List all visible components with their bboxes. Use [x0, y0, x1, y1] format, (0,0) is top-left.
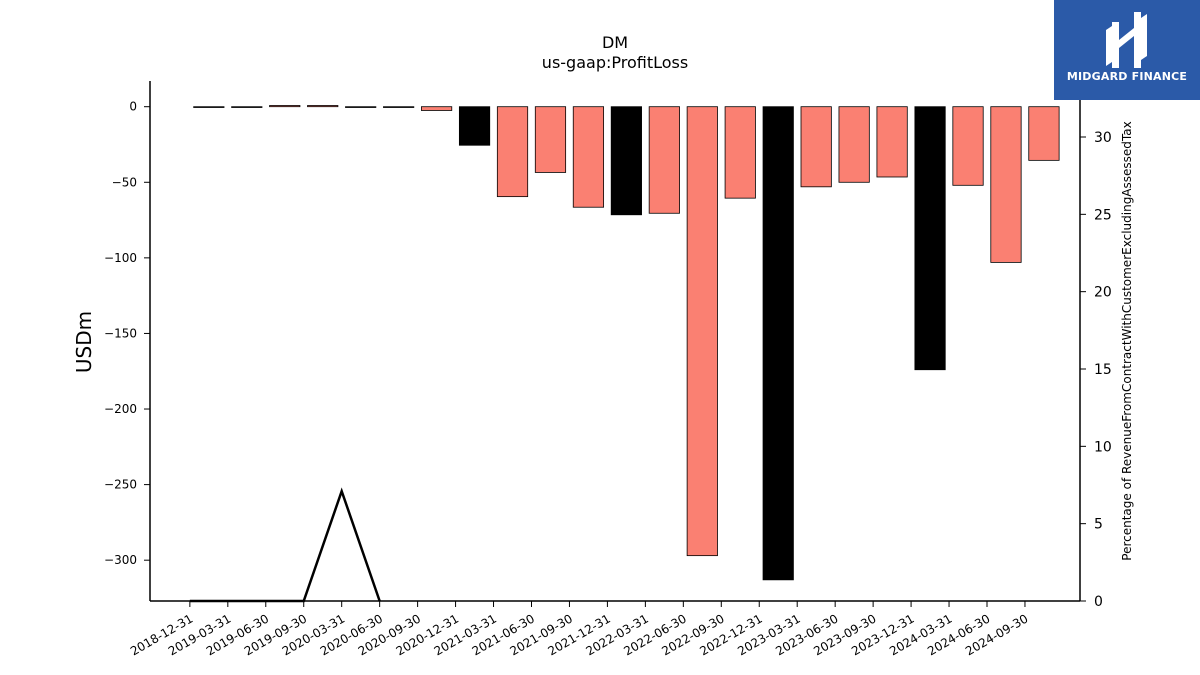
y-tick-label: 0	[129, 100, 137, 114]
y-axis-label: USDm	[72, 311, 96, 373]
y2-tick-label: 15	[1094, 362, 1112, 378]
bar-2021-03-31	[496, 106, 529, 198]
y-tick-label: −200	[104, 402, 137, 416]
bar-2021-06-30	[534, 106, 567, 173]
y2-tick-label: 10	[1094, 439, 1112, 455]
bar-2020-06-30	[383, 106, 415, 108]
brand-logo: MIDGARD FINANCE	[1054, 0, 1200, 100]
y-tick-label: −300	[104, 553, 137, 567]
bar-2024-03-31	[952, 106, 984, 186]
y2-tick-label: 25	[1094, 207, 1112, 223]
bar-2020-03-31	[345, 106, 377, 108]
bar-2022-03-31	[648, 106, 680, 214]
bar-2024-09-30	[1028, 106, 1060, 161]
bar-2021-12-31	[610, 106, 642, 216]
bar-2020-09-30	[421, 106, 453, 111]
bar-2023-09-30	[876, 106, 908, 178]
bar-2019-03-31	[231, 106, 263, 108]
chart-title: DM	[602, 33, 628, 52]
y2-tick-label: 0	[1094, 594, 1103, 610]
bar-2019-09-30	[307, 105, 339, 108]
y2-tick-label: 5	[1094, 517, 1103, 533]
y-tick-label: −150	[104, 326, 137, 340]
y-tick-label: −100	[104, 251, 137, 265]
brand-name: MIDGARD FINANCE	[1066, 70, 1188, 83]
bar-2018-12-31	[193, 106, 225, 108]
midgard-logo-icon	[1106, 12, 1147, 68]
bar-2019-06-30	[269, 105, 301, 108]
line-group	[189, 487, 381, 603]
bar-2024-06-30	[990, 106, 1022, 263]
y2-tick-label: 20	[1094, 285, 1112, 301]
y-tick-label: −50	[112, 175, 137, 189]
bar-2022-09-30	[724, 106, 756, 199]
bars-group	[193, 105, 1060, 581]
y2-tick-label: 30	[1094, 130, 1112, 146]
bar-2023-06-30	[838, 106, 870, 183]
bar-2020-12-31	[458, 106, 491, 146]
bar-2023-12-31	[914, 106, 946, 371]
bar-2021-09-30	[572, 106, 605, 208]
bar-2022-12-31	[762, 106, 794, 581]
y-tick-label: −250	[104, 478, 137, 492]
y2-axis-label: Percentage of RevenueFromContractWithCus…	[1120, 121, 1134, 560]
percentage-line	[189, 487, 381, 603]
bar-2023-03-31	[800, 106, 832, 188]
chart-subtitle: us-gaap:ProfitLoss	[542, 53, 688, 72]
bar-2022-06-30	[686, 106, 718, 557]
